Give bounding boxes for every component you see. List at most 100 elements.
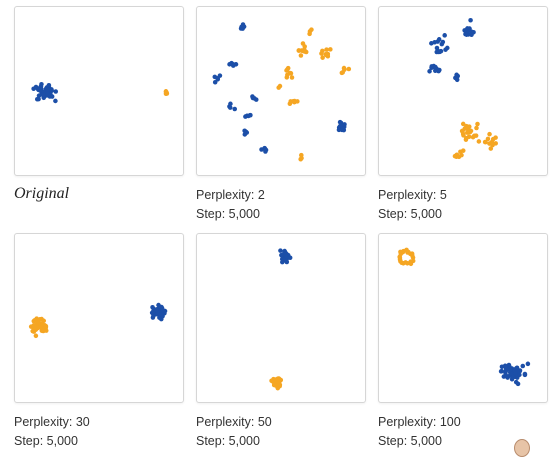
data-point	[296, 48, 302, 53]
data-point	[279, 252, 284, 258]
data-point	[298, 53, 304, 58]
scatter-panel	[14, 233, 184, 403]
data-point	[465, 125, 471, 131]
data-point	[467, 26, 472, 31]
data-point	[342, 67, 347, 72]
step-label: Step: 5,000	[14, 434, 78, 448]
data-point	[242, 132, 248, 137]
data-point	[435, 39, 441, 44]
data-point	[320, 55, 325, 60]
data-point	[276, 381, 282, 387]
data-point	[462, 126, 468, 131]
data-point	[443, 47, 448, 52]
perplexity-label: Perplexity: 50	[196, 415, 272, 429]
data-point	[520, 363, 526, 369]
perplexity-label: Perplexity: 100	[378, 415, 461, 429]
data-point	[338, 120, 344, 126]
data-point	[291, 99, 296, 104]
data-point	[324, 47, 329, 52]
scatter-panel	[378, 6, 548, 176]
data-point	[252, 96, 257, 101]
data-point	[454, 152, 460, 158]
data-point	[427, 69, 432, 74]
data-point	[158, 312, 164, 317]
data-point	[227, 62, 232, 67]
perplexity-label: Perplexity: 5	[378, 188, 447, 202]
data-point	[215, 77, 221, 82]
data-point	[460, 131, 466, 137]
data-point	[328, 47, 333, 52]
data-point	[39, 81, 44, 87]
data-point	[43, 323, 49, 329]
data-point	[488, 146, 494, 151]
data-point	[455, 73, 461, 79]
data-point	[410, 253, 415, 258]
data-point	[439, 41, 445, 47]
data-point	[470, 134, 476, 140]
original-label: Original	[14, 185, 70, 202]
data-point	[517, 372, 522, 378]
data-point	[429, 41, 434, 46]
data-point	[232, 106, 238, 112]
data-point	[227, 105, 233, 110]
data-point	[32, 325, 37, 330]
data-point	[525, 361, 531, 367]
data-point	[454, 77, 460, 83]
data-point	[475, 121, 480, 127]
data-point	[36, 320, 41, 325]
data-point	[53, 89, 59, 94]
data-point	[277, 83, 283, 89]
data-point	[33, 333, 39, 339]
data-point	[459, 152, 464, 158]
data-point	[346, 66, 352, 72]
data-point	[30, 328, 35, 334]
scatter-plot	[28, 302, 168, 339]
data-point	[515, 381, 521, 387]
data-point	[468, 18, 473, 23]
scatter-plot	[427, 18, 498, 160]
step-label: Step: 5,000	[378, 207, 442, 221]
data-point	[157, 315, 162, 320]
data-point	[437, 67, 442, 73]
data-point	[212, 79, 218, 85]
data-point	[434, 45, 440, 51]
scatter-plot	[397, 247, 531, 387]
data-point	[278, 248, 283, 253]
data-point	[522, 372, 528, 378]
data-point	[514, 365, 520, 370]
data-point	[485, 136, 491, 142]
data-point	[159, 306, 165, 311]
avatar-icon	[514, 439, 530, 457]
data-point	[299, 155, 304, 161]
data-point	[342, 122, 347, 127]
data-point	[33, 84, 39, 90]
data-point	[483, 139, 488, 145]
data-point	[163, 89, 169, 95]
data-point	[284, 68, 289, 73]
data-point	[408, 261, 414, 267]
perplexity-label: Perplexity: 2	[196, 188, 265, 202]
data-point	[49, 94, 55, 99]
data-point	[228, 101, 233, 107]
data-point	[476, 139, 482, 144]
data-point	[262, 146, 268, 152]
data-point	[309, 27, 314, 32]
data-point	[45, 87, 50, 92]
step-label: Step: 5,000	[378, 434, 442, 448]
data-point	[285, 72, 290, 78]
scatter-plot	[269, 248, 293, 391]
data-point	[53, 98, 58, 104]
data-point	[269, 378, 274, 384]
data-point	[433, 68, 438, 74]
data-point	[487, 131, 492, 137]
step-label: Step: 5,000	[196, 207, 260, 221]
data-point	[289, 75, 295, 80]
data-point	[460, 121, 466, 127]
data-point	[150, 309, 156, 315]
data-point	[34, 96, 40, 102]
data-point	[325, 51, 331, 57]
data-point	[46, 83, 52, 88]
data-point	[287, 255, 293, 261]
scatter-panel	[14, 6, 184, 176]
scatter-panel	[196, 6, 366, 176]
